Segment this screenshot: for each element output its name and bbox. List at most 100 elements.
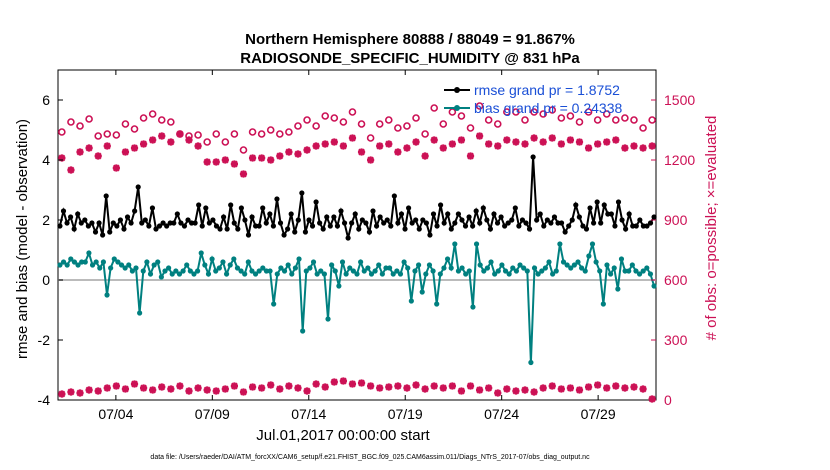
bias-point	[448, 265, 454, 271]
rmse-point	[121, 226, 127, 232]
bias-point	[300, 328, 306, 334]
bias-point	[162, 268, 168, 274]
bias-point	[484, 265, 491, 271]
bias-point	[452, 241, 458, 247]
rmse-point	[473, 208, 479, 214]
bias-point	[223, 271, 230, 277]
bias-point	[579, 265, 585, 271]
rmse-point	[558, 220, 565, 226]
obs-evaluated-marker	[194, 142, 202, 150]
bias-point	[405, 265, 411, 271]
obs-possible-marker	[303, 116, 311, 124]
obs-evaluated-bottom-marker	[221, 385, 229, 393]
obs-evaluated-bottom-marker	[121, 385, 130, 393]
rmse-point	[117, 217, 124, 223]
obs-possible-marker	[548, 106, 557, 114]
rmse-point	[576, 214, 582, 220]
obs-count-series-group	[58, 102, 656, 403]
obs-evaluated-bottom-marker	[176, 382, 184, 390]
rmse-point	[285, 226, 291, 232]
bias-point	[180, 268, 186, 274]
rmse-point	[124, 214, 131, 220]
rmse-point	[164, 223, 170, 229]
rmse-point	[441, 220, 447, 226]
rmse-point	[427, 232, 433, 238]
obs-evaluated-marker	[130, 144, 139, 152]
rmse-point	[363, 220, 369, 226]
rmse-point	[245, 232, 252, 238]
obs-possible-marker	[339, 118, 348, 126]
bias-point	[194, 268, 201, 274]
rmse-point	[313, 199, 319, 205]
obs-possible-marker	[167, 118, 175, 126]
obs-evaluated-bottom-marker	[430, 382, 438, 390]
bias-point	[423, 271, 429, 277]
rmse-point	[615, 199, 622, 205]
obs-possible-marker	[584, 108, 593, 116]
bias-point	[426, 262, 433, 268]
obs-possible-marker	[330, 114, 339, 122]
bias-point	[231, 256, 237, 262]
bias-point	[75, 262, 81, 268]
obs-evaluated-marker	[176, 130, 184, 138]
bias-point	[314, 271, 320, 277]
obs-evaluated-marker	[85, 144, 93, 152]
bias-point	[358, 259, 364, 265]
bias-point	[647, 271, 654, 277]
bias-point	[82, 259, 88, 265]
obs-evaluated-bottom-marker	[485, 384, 493, 392]
rmse-point	[644, 223, 650, 229]
obs-evaluated-marker	[112, 164, 120, 172]
obs-possible-marker	[530, 108, 538, 116]
obs-possible-marker	[194, 131, 202, 139]
y-left-tick-label: -2	[38, 332, 51, 348]
rmse-point	[484, 217, 490, 223]
bias-point	[481, 268, 487, 274]
bias-point	[397, 271, 404, 277]
bias-point	[147, 271, 154, 277]
rmse-point	[594, 199, 600, 205]
bias-point	[60, 259, 67, 265]
obs-evaluated-bottom-marker	[194, 384, 202, 392]
bias-point	[187, 268, 193, 274]
bias-point	[176, 271, 183, 277]
rmse-point	[608, 211, 614, 217]
bias-point	[615, 286, 621, 292]
rmse-point	[541, 223, 547, 229]
x-tick-label: 07/09	[195, 406, 230, 422]
rmse-point	[263, 220, 269, 226]
rmse-point	[434, 223, 440, 229]
obs-possible-marker	[575, 118, 584, 126]
rmse-point	[502, 223, 508, 229]
rmse-point	[78, 220, 84, 226]
bias-point	[419, 289, 425, 295]
obs-possible-marker	[366, 134, 375, 142]
rmse-point	[238, 205, 244, 211]
rmse-point	[253, 223, 259, 229]
obs-evaluated-bottom-marker	[112, 382, 120, 390]
rmse-point	[228, 202, 234, 208]
obs-possible-marker	[612, 116, 620, 124]
rmse-point	[167, 220, 173, 226]
obs-evaluated-marker	[339, 142, 347, 150]
obs-evaluated-marker	[394, 148, 402, 156]
obs-evaluated-marker	[430, 136, 438, 144]
bias-point	[651, 283, 657, 289]
bias-point	[582, 268, 588, 274]
obs-evaluated-marker	[367, 156, 375, 164]
obs-evaluated-marker	[239, 170, 248, 178]
rmse-point	[413, 217, 419, 223]
y-right-tick-label: 0	[664, 392, 672, 408]
data-file-footnote: data file: /Users/raeder/DAI/ATM_forcXX/…	[150, 454, 590, 461]
bias-point	[492, 271, 498, 277]
bias-point	[618, 256, 625, 262]
rmse-point	[612, 223, 618, 229]
legend-rmse-label: rmse grand pr = 1.8752	[474, 82, 620, 98]
obs-evaluated-marker	[121, 148, 130, 156]
rmse-point	[89, 220, 95, 226]
obs-possible-marker	[312, 122, 320, 130]
rmse-point	[598, 220, 604, 226]
rmse-point	[580, 223, 586, 229]
obs-possible-marker	[285, 128, 293, 136]
